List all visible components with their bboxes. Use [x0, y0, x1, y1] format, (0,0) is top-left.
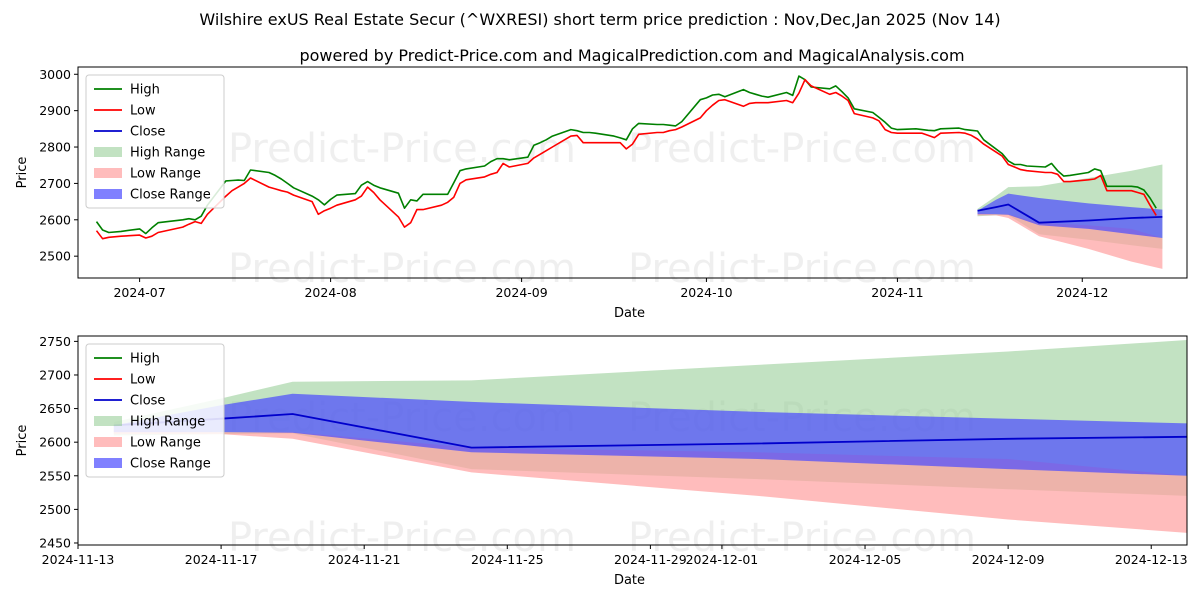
- x-tick-label: 2024-07: [113, 285, 165, 300]
- close-range-band: [113, 393, 1187, 476]
- legend-close-range-swatch: [94, 458, 122, 468]
- figure-subtitle: powered by Predict-Price.com and Magical…: [299, 46, 964, 65]
- close-range-band: [977, 193, 1163, 238]
- x-axis-title: Date: [614, 573, 645, 588]
- y-tick-label: 2450: [39, 535, 71, 550]
- legend-close-range-swatch: [94, 189, 122, 199]
- legend-low-range-swatch: [94, 437, 122, 447]
- x-tick-label: 2024-12-09: [972, 552, 1045, 567]
- legend-low-label: Low: [130, 373, 156, 388]
- x-tick-label: 2024-08: [304, 285, 356, 300]
- high-price-line: [95, 75, 1157, 235]
- y-tick-label: 2650: [39, 401, 71, 416]
- legend-low-label: Low: [130, 104, 156, 119]
- y-tick-label: 2750: [39, 334, 71, 349]
- x-tick-label: 2024-12-01: [686, 552, 759, 567]
- x-tick-label: 2024-11-21: [328, 552, 401, 567]
- legend-high-range-swatch: [94, 147, 122, 157]
- prediction-chart-panel: Predict-Price.comPredict-Price.comPredic…: [15, 334, 1188, 588]
- legend-high-label: High: [130, 83, 160, 98]
- close-price-line: [977, 203, 1163, 224]
- x-tick-label: 2024-11-17: [185, 552, 258, 567]
- legend-high-label: High: [130, 352, 160, 367]
- plot-frame: [77, 66, 1188, 279]
- y-tick-label: 2550: [39, 468, 71, 483]
- watermark-text: Predict-Price.com: [628, 246, 976, 292]
- y-tick-label: 2700: [39, 176, 71, 191]
- legend-close-label: Close: [130, 125, 165, 140]
- y-tick-label: 2700: [39, 367, 71, 382]
- x-tick-label: 2024-10: [680, 285, 732, 300]
- x-tick-label: 2024-12-13: [1115, 552, 1188, 567]
- x-tick-label: 2024-11-13: [42, 552, 115, 567]
- y-tick-label: 2600: [39, 435, 71, 450]
- y-axis-title: Price: [15, 425, 30, 457]
- x-axis-title: Date: [614, 306, 645, 321]
- y-tick-label: 2500: [39, 502, 71, 517]
- watermark-text: Predict-Price.com: [628, 126, 976, 172]
- y-tick-label: 3000: [39, 67, 71, 82]
- y-tick-label: 2900: [39, 103, 71, 118]
- x-tick-label: 2024-11-25: [471, 552, 544, 567]
- figure-title: Wilshire exUS Real Estate Secur (^WXRESI…: [199, 10, 1000, 29]
- watermark-text: Predict-Price.com: [228, 515, 576, 561]
- legend-low-range-label: Low Range: [130, 436, 201, 451]
- x-tick-label: 2024-12-05: [829, 552, 902, 567]
- legend-close-range-label: Close Range: [130, 188, 211, 203]
- low-price-line: [95, 78, 1157, 240]
- x-tick-label: 2024-11: [871, 285, 923, 300]
- y-axis-title: Price: [15, 157, 30, 189]
- y-tick-label: 2600: [39, 212, 71, 227]
- legend-high-range-label: High Range: [130, 146, 205, 161]
- legend-low-range-label: Low Range: [130, 167, 201, 182]
- x-tick-label: 2024-12: [1056, 285, 1108, 300]
- legend-low-range-swatch: [94, 168, 122, 178]
- y-tick-label: 2500: [39, 249, 71, 264]
- legend-high-range-swatch: [94, 416, 122, 426]
- legend-close-range-label: Close Range: [130, 457, 211, 472]
- plot-frame: [77, 335, 1188, 546]
- legend-high-range-label: High Range: [130, 415, 205, 430]
- legend-close-label: Close: [130, 394, 165, 409]
- watermark-text: Predict-Price.com: [228, 246, 576, 292]
- low-range-band: [977, 213, 1163, 269]
- x-tick-label: 2024-11-29: [614, 552, 687, 567]
- x-tick-label: 2024-09: [495, 285, 547, 300]
- watermark-text: Predict-Price.com: [628, 515, 976, 561]
- y-tick-label: 2800: [39, 140, 71, 155]
- history-chart-panel: Predict-Price.com Predict-Price.com Predic…: [15, 66, 1188, 321]
- watermark-text: Predict-Price.com: [228, 126, 576, 172]
- low-range-band: [113, 430, 1187, 533]
